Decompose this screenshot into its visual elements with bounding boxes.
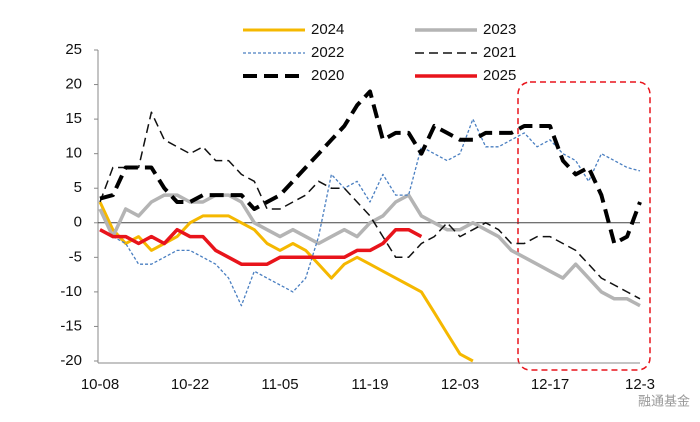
legend-label: 2025 xyxy=(483,67,516,84)
series-line xyxy=(99,89,642,246)
x-tick-label: 11-19 xyxy=(351,376,388,393)
highlight-box xyxy=(517,81,651,371)
x-tick-label: 12-3 xyxy=(625,376,655,393)
x-tick-label: 12-03 xyxy=(441,376,479,393)
legend-label: 2023 xyxy=(483,21,516,38)
legend-label: 2020 xyxy=(311,67,344,84)
y-tick-label: -5 xyxy=(69,248,82,265)
y-tick-label: 10 xyxy=(65,145,82,162)
y-tick-label: 15 xyxy=(65,110,82,127)
x-tick-label: 10-22 xyxy=(171,376,209,393)
series-line xyxy=(98,201,474,363)
x-tick-label: 11-05 xyxy=(261,376,298,393)
legend-label: 2021 xyxy=(483,44,516,61)
legend-label: 2024 xyxy=(311,21,344,38)
y-tick-label: 20 xyxy=(65,76,82,93)
y-tick-label: -10 xyxy=(60,283,82,300)
series-line xyxy=(99,227,423,266)
series-line xyxy=(98,193,641,308)
y-tick-label: -15 xyxy=(60,317,82,334)
y-tick-label: 5 xyxy=(74,179,82,196)
y-tick-label: 25 xyxy=(65,41,82,58)
watermark: 融通基金 xyxy=(638,393,690,408)
x-tick-label: 12-17 xyxy=(531,376,569,393)
series-line xyxy=(99,111,641,300)
series-line xyxy=(99,118,641,307)
y-tick-label: -20 xyxy=(60,352,82,369)
x-tick-label: 10-08 xyxy=(81,376,119,393)
y-tick-label: 0 xyxy=(74,214,82,231)
legend-label: 2022 xyxy=(311,44,344,61)
